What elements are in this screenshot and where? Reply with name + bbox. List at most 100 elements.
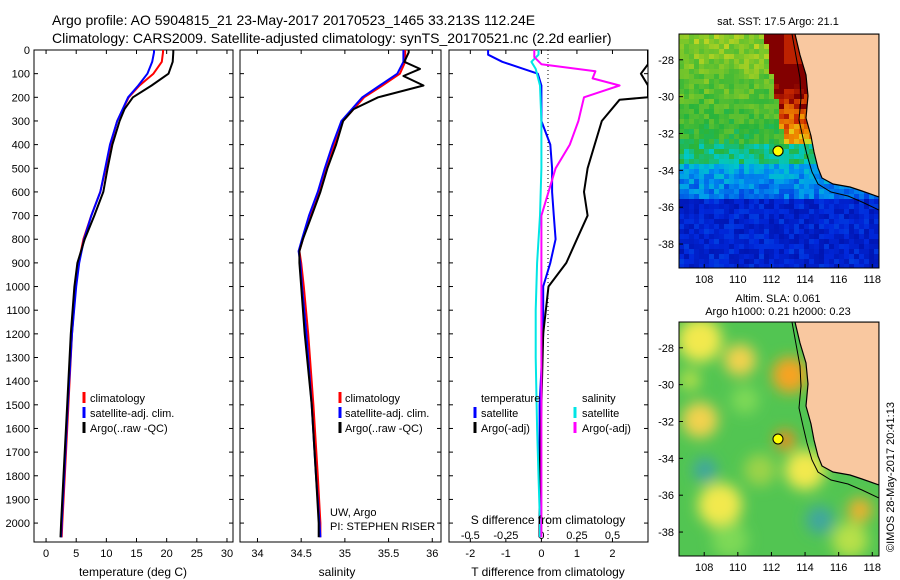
sst-cell	[729, 84, 735, 90]
sst-cell	[814, 164, 820, 170]
sst-cell	[869, 264, 875, 268]
sst-cell	[764, 249, 770, 255]
sst-cell	[779, 124, 785, 130]
sst-cell	[694, 114, 700, 120]
sst-cell	[744, 179, 750, 185]
sst-cell	[764, 79, 770, 85]
sst-cell	[839, 219, 845, 225]
sst-cell	[869, 254, 875, 260]
depth-tick-label: 800	[12, 234, 30, 246]
sst-cell	[834, 264, 840, 268]
sst-cell	[684, 219, 690, 225]
sst-cell	[704, 184, 710, 190]
sst-cell	[739, 134, 745, 140]
sst-cell	[724, 169, 730, 175]
sst-cell	[709, 199, 715, 205]
sst-cell	[784, 104, 790, 110]
series-line-temperature-argo-adj-	[538, 50, 648, 538]
sst-cell	[689, 129, 695, 135]
sst-cell	[804, 149, 810, 155]
sst-cell	[699, 119, 705, 125]
sst-cell	[864, 259, 870, 265]
sst-cell	[734, 154, 740, 160]
sst-cell	[794, 229, 800, 235]
sst-cell	[764, 214, 770, 220]
sst-cell	[819, 234, 825, 240]
sst-cell	[744, 164, 750, 170]
sst-cell	[804, 264, 810, 268]
sst-cell	[784, 159, 790, 165]
sst-cell	[834, 209, 840, 215]
sst-cell	[794, 219, 800, 225]
sst-cell	[719, 224, 725, 230]
sst-cell	[789, 259, 795, 265]
sst-cell	[704, 254, 710, 260]
sst-cell	[754, 214, 760, 220]
sst-cell	[764, 99, 770, 105]
sst-cell	[789, 219, 795, 225]
sst-cell	[719, 259, 725, 265]
sst-cell	[739, 179, 745, 185]
sst-cell	[794, 214, 800, 220]
sst-cell	[874, 219, 879, 225]
sst-cell	[679, 144, 685, 150]
sst-cell	[774, 134, 780, 140]
sst-cell	[694, 49, 700, 55]
sst-cell	[764, 64, 770, 70]
sst-cell	[754, 204, 760, 210]
sst-cell	[764, 154, 770, 160]
sst-cell	[769, 129, 775, 135]
sst-cell	[699, 39, 705, 45]
sst-cell	[794, 224, 800, 230]
sst-cell	[774, 234, 780, 240]
sst-cell	[759, 129, 765, 135]
sst-cell	[789, 189, 795, 195]
sst-cell	[704, 209, 710, 215]
sst-cell	[724, 239, 730, 245]
sst-cell	[699, 114, 705, 120]
sst-cell	[829, 234, 835, 240]
sst-cell	[689, 214, 695, 220]
sst-cell	[704, 84, 710, 90]
sst-cell	[709, 194, 715, 200]
sst-cell	[749, 139, 755, 145]
sst-cell	[714, 159, 720, 165]
sst-cell	[854, 199, 860, 205]
sst-cell	[859, 189, 865, 195]
sst-cell	[839, 204, 845, 210]
sst-cell	[759, 104, 765, 110]
sst-cell	[849, 219, 855, 225]
sst-cell	[684, 49, 690, 55]
sst-cell	[694, 89, 700, 95]
sst-cell	[789, 249, 795, 255]
sst-cell	[794, 259, 800, 265]
sst-cell	[679, 264, 685, 268]
sst-cell	[819, 244, 825, 250]
sst-cell	[799, 154, 805, 160]
sst-cell	[869, 249, 875, 255]
sst-cell	[679, 79, 685, 85]
sst-cell	[764, 159, 770, 165]
map-y-tick-label: -30	[658, 380, 674, 392]
sst-cell	[744, 174, 750, 180]
sst-cell	[744, 154, 750, 160]
sst-cell	[694, 64, 700, 70]
sst-cell	[784, 39, 790, 45]
sst-cell	[744, 104, 750, 110]
sst-cell	[784, 174, 790, 180]
sst-cell	[794, 124, 800, 130]
sst-cell	[704, 154, 710, 160]
sst-cell	[679, 169, 685, 175]
sst-cell	[684, 44, 690, 50]
sla-blob	[806, 506, 834, 534]
sst-cell	[769, 64, 775, 70]
sst-cell	[734, 174, 740, 180]
sst-cell	[789, 44, 795, 50]
sst-cell	[704, 74, 710, 80]
sst-cell	[704, 44, 710, 50]
sst-cell	[784, 109, 790, 115]
sst-cell	[724, 54, 730, 60]
sst-cell	[789, 229, 795, 235]
sst-cell	[764, 209, 770, 215]
sst-cell	[784, 69, 790, 75]
